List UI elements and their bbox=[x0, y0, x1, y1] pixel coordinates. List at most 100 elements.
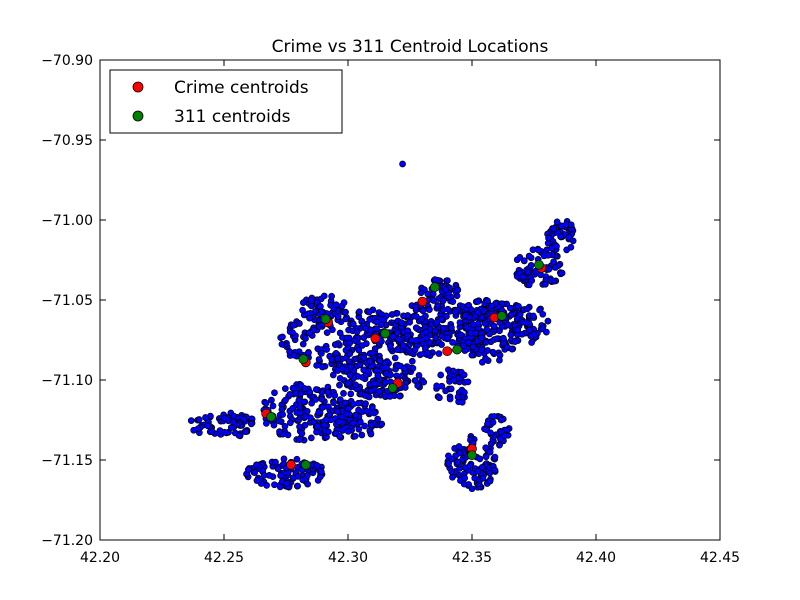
crime-centroid-point bbox=[286, 459, 296, 470]
location-point bbox=[247, 420, 255, 428]
location-point bbox=[447, 385, 455, 393]
location-point bbox=[314, 422, 321, 430]
location-point bbox=[320, 292, 328, 300]
location-point bbox=[296, 409, 304, 417]
location-point bbox=[341, 309, 349, 316]
location-point bbox=[270, 421, 278, 429]
location-point bbox=[324, 388, 332, 396]
location-point bbox=[466, 462, 474, 470]
location-point bbox=[194, 425, 202, 432]
location-point bbox=[412, 337, 420, 344]
location-point bbox=[501, 432, 508, 440]
location-point bbox=[412, 324, 420, 332]
location-point bbox=[467, 329, 475, 337]
location-point bbox=[345, 380, 352, 387]
location-point bbox=[336, 433, 344, 440]
location-point bbox=[290, 351, 298, 359]
location-point bbox=[382, 364, 390, 371]
311-centroid-point bbox=[452, 344, 462, 355]
location-point bbox=[366, 358, 374, 365]
location-point bbox=[474, 298, 482, 305]
location-point bbox=[317, 303, 324, 310]
location-point bbox=[386, 393, 394, 400]
location-point bbox=[373, 318, 381, 326]
location-point bbox=[553, 218, 561, 226]
location-point bbox=[325, 403, 332, 411]
location-point bbox=[456, 319, 464, 326]
location-point bbox=[330, 399, 337, 407]
location-point bbox=[516, 311, 524, 319]
location-point bbox=[489, 419, 497, 426]
location-point bbox=[484, 297, 491, 305]
location-point bbox=[334, 313, 342, 320]
location-point bbox=[444, 305, 452, 313]
location-point bbox=[374, 372, 382, 379]
location-point bbox=[491, 453, 499, 461]
location-point bbox=[294, 473, 302, 480]
location-point bbox=[474, 308, 482, 316]
location-point bbox=[394, 329, 401, 337]
location-point bbox=[286, 419, 294, 427]
location-point bbox=[299, 306, 306, 314]
location-point bbox=[490, 413, 498, 420]
location-point bbox=[522, 319, 530, 327]
location-point bbox=[460, 371, 468, 379]
location-point bbox=[448, 324, 455, 331]
location-point bbox=[289, 384, 297, 392]
location-point bbox=[468, 351, 476, 359]
location-point bbox=[369, 349, 376, 357]
location-point bbox=[195, 416, 203, 423]
location-point bbox=[321, 421, 328, 429]
location-point bbox=[526, 326, 533, 334]
location-point bbox=[340, 390, 347, 397]
location-point bbox=[289, 405, 297, 412]
311-centroid-point bbox=[380, 328, 391, 339]
location-point bbox=[461, 312, 469, 319]
location-point bbox=[315, 356, 323, 363]
x-tick-label: 42.30 bbox=[328, 550, 368, 566]
311-centroid-point bbox=[266, 411, 276, 422]
location-point bbox=[371, 380, 378, 387]
location-point bbox=[292, 389, 300, 397]
location-point bbox=[361, 422, 368, 430]
location-point bbox=[398, 319, 405, 327]
location-point bbox=[374, 415, 382, 423]
location-point bbox=[480, 307, 488, 314]
location-point bbox=[542, 280, 549, 288]
location-point bbox=[312, 396, 319, 403]
location-point bbox=[479, 474, 487, 482]
311-centroid-point bbox=[320, 314, 331, 325]
location-point bbox=[468, 485, 476, 493]
location-point bbox=[187, 417, 195, 424]
location-point bbox=[499, 334, 507, 342]
location-point bbox=[356, 308, 363, 316]
location-point bbox=[503, 343, 511, 351]
location-point bbox=[488, 302, 496, 310]
location-point bbox=[269, 402, 277, 410]
x-tick-label: 42.25 bbox=[204, 550, 244, 566]
location-point bbox=[482, 444, 490, 452]
location-point bbox=[380, 315, 388, 323]
location-point bbox=[477, 334, 485, 342]
location-point bbox=[449, 367, 457, 375]
location-point bbox=[230, 418, 237, 426]
location-point bbox=[335, 418, 343, 426]
location-point bbox=[569, 237, 577, 245]
location-point bbox=[262, 399, 270, 407]
x-tick-label: 42.35 bbox=[452, 550, 492, 566]
location-point bbox=[450, 376, 458, 384]
location-point bbox=[367, 430, 375, 438]
location-point bbox=[482, 338, 490, 346]
location-point bbox=[449, 338, 456, 346]
location-point bbox=[524, 305, 531, 313]
location-point bbox=[319, 363, 326, 371]
location-point bbox=[319, 404, 326, 411]
y-tick-label: −71.15 bbox=[41, 453, 93, 469]
location-point bbox=[461, 389, 468, 396]
location-point bbox=[342, 315, 350, 323]
location-point bbox=[435, 350, 443, 357]
location-point bbox=[493, 335, 501, 343]
y-tick-label: −70.90 bbox=[41, 53, 93, 69]
location-point bbox=[271, 389, 278, 397]
location-point bbox=[433, 319, 441, 326]
